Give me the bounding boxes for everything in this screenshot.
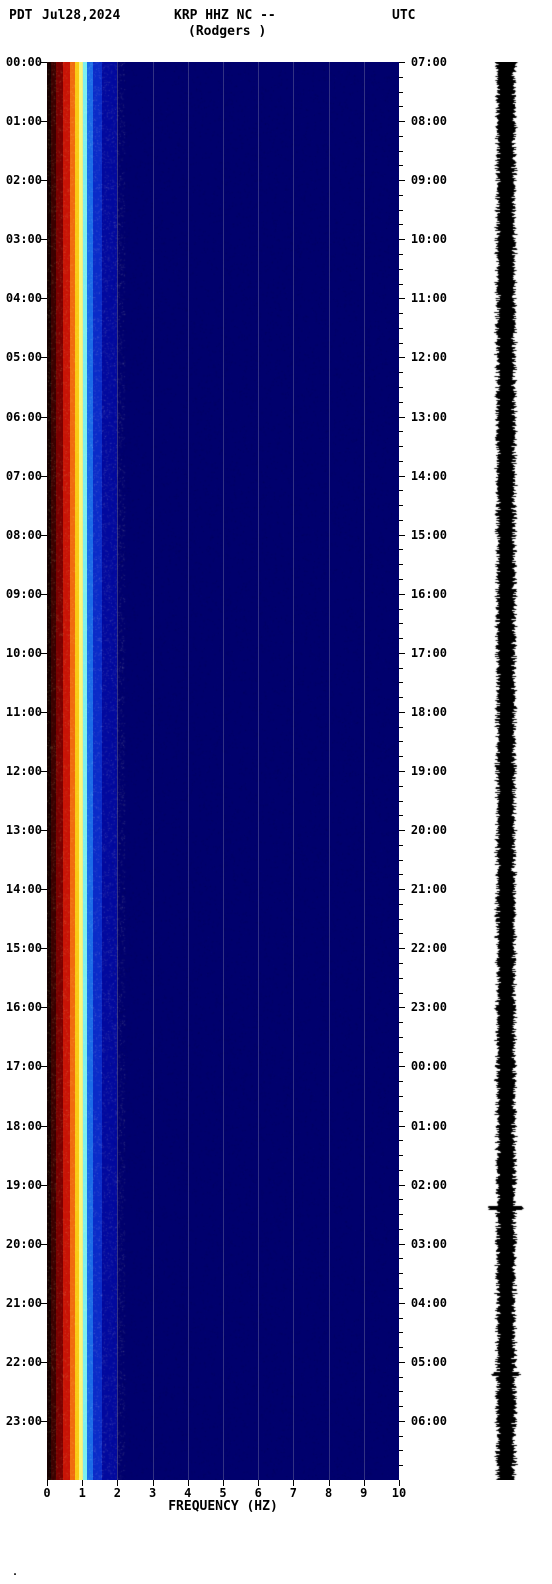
left-time-label: 21:00	[0, 1296, 42, 1310]
footer-mark: .	[12, 1567, 18, 1578]
x-tick-label: 6	[255, 1486, 262, 1500]
station-line1: KRP HHZ NC --	[174, 8, 276, 23]
right-time-label: 00:00	[411, 1059, 447, 1073]
x-tick-label: 2	[114, 1486, 121, 1500]
left-time-label: 02:00	[0, 173, 42, 187]
left-time-label: 22:00	[0, 1355, 42, 1369]
x-axis-label: FREQUENCY (HZ)	[168, 1499, 278, 1514]
left-time-label: 18:00	[0, 1119, 42, 1133]
spectrogram-plot: FREQUENCY (HZ) 01234567891000:0001:0002:…	[47, 62, 399, 1480]
left-tz-label: PDT	[9, 8, 32, 23]
right-time-label: 08:00	[411, 114, 447, 128]
left-time-label: 16:00	[0, 1000, 42, 1014]
x-tick-label: 7	[290, 1486, 297, 1500]
station-line2: (Rodgers )	[188, 24, 266, 39]
left-time-label: 15:00	[0, 941, 42, 955]
right-time-label: 03:00	[411, 1237, 447, 1251]
right-time-label: 23:00	[411, 1000, 447, 1014]
left-time-label: 12:00	[0, 764, 42, 778]
right-time-label: 14:00	[411, 469, 447, 483]
x-tick-label: 10	[392, 1486, 406, 1500]
right-time-label: 06:00	[411, 1414, 447, 1428]
date-label: Jul28,2024	[42, 8, 120, 23]
x-tick-label: 5	[219, 1486, 226, 1500]
right-time-label: 13:00	[411, 410, 447, 424]
left-time-label: 08:00	[0, 528, 42, 542]
right-time-label: 12:00	[411, 350, 447, 364]
left-time-label: 06:00	[0, 410, 42, 424]
x-tick-label: 4	[184, 1486, 191, 1500]
left-time-label: 19:00	[0, 1178, 42, 1192]
left-time-label: 17:00	[0, 1059, 42, 1073]
left-time-label: 23:00	[0, 1414, 42, 1428]
left-time-label: 05:00	[0, 350, 42, 364]
right-time-label: 01:00	[411, 1119, 447, 1133]
x-tick-label: 0	[43, 1486, 50, 1500]
left-time-label: 00:00	[0, 55, 42, 69]
left-time-label: 13:00	[0, 823, 42, 837]
right-time-label: 04:00	[411, 1296, 447, 1310]
right-time-label: 18:00	[411, 705, 447, 719]
x-tick-label: 3	[149, 1486, 156, 1500]
left-time-label: 20:00	[0, 1237, 42, 1251]
right-time-label: 07:00	[411, 55, 447, 69]
x-tick-label: 9	[360, 1486, 367, 1500]
spectrogram-canvas	[47, 62, 399, 1480]
right-time-label: 22:00	[411, 941, 447, 955]
left-time-label: 14:00	[0, 882, 42, 896]
left-time-label: 03:00	[0, 232, 42, 246]
left-time-label: 04:00	[0, 291, 42, 305]
right-tz-label: UTC	[392, 8, 415, 23]
x-tick-label: 1	[79, 1486, 86, 1500]
waveform-panel	[478, 62, 534, 1480]
right-time-label: 17:00	[411, 646, 447, 660]
right-time-label: 21:00	[411, 882, 447, 896]
waveform-canvas	[478, 62, 534, 1480]
left-time-label: 10:00	[0, 646, 42, 660]
left-time-label: 07:00	[0, 469, 42, 483]
right-time-label: 02:00	[411, 1178, 447, 1192]
right-time-label: 20:00	[411, 823, 447, 837]
right-time-label: 05:00	[411, 1355, 447, 1369]
right-time-label: 10:00	[411, 232, 447, 246]
left-time-label: 01:00	[0, 114, 42, 128]
right-time-label: 09:00	[411, 173, 447, 187]
right-time-label: 16:00	[411, 587, 447, 601]
right-time-label: 11:00	[411, 291, 447, 305]
left-time-label: 11:00	[0, 705, 42, 719]
left-time-label: 09:00	[0, 587, 42, 601]
right-time-label: 19:00	[411, 764, 447, 778]
right-time-label: 15:00	[411, 528, 447, 542]
x-tick-label: 8	[325, 1486, 332, 1500]
